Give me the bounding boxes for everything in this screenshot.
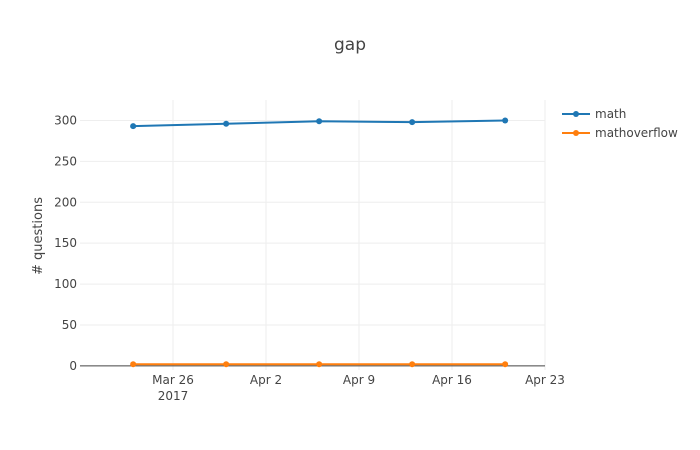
axes: 0 50 100 150 200 250 300 Mar 26 2017 Apr 2 Apr 9 Ap… — [54, 113, 565, 403]
chart-title: gap — [334, 35, 366, 55]
y-tick-label: 250 — [54, 154, 77, 168]
data-point-math[interactable] — [502, 117, 509, 124]
legend-swatch-marker — [573, 111, 579, 117]
series-area — [130, 117, 509, 368]
y-tick-label: 300 — [54, 113, 77, 127]
legend-item-mathoverflow[interactable]: mathoverflow — [562, 126, 678, 140]
legend-label: mathoverflow — [595, 126, 678, 140]
legend-swatch-marker — [573, 130, 579, 136]
data-point-math[interactable] — [409, 119, 416, 126]
y-tick-label: 200 — [54, 195, 77, 209]
data-point-math[interactable] — [223, 120, 230, 127]
y-tick-label: 100 — [54, 277, 77, 291]
x-tick-sublabel: 2017 — [158, 389, 189, 403]
data-point-mathoverflow[interactable] — [316, 361, 323, 368]
x-tick-label: Apr 9 — [343, 373, 375, 387]
data-point-math[interactable] — [316, 118, 323, 125]
legend-item-math[interactable]: math — [562, 107, 626, 121]
y-tick-label: 150 — [54, 236, 77, 250]
data-point-mathoverflow[interactable] — [223, 361, 230, 368]
y-tick-label: 50 — [62, 318, 77, 332]
x-tick-label: Mar 26 — [152, 373, 194, 387]
data-point-mathoverflow[interactable] — [130, 361, 137, 368]
x-tick-label: Apr 16 — [432, 373, 472, 387]
legend[interactable]: math mathoverflow — [562, 107, 678, 140]
data-point-math[interactable] — [130, 123, 137, 130]
grid — [80, 100, 546, 370]
x-tick-label: Apr 23 — [525, 373, 565, 387]
x-tick-label: Apr 2 — [250, 373, 282, 387]
y-axis-title: # questions — [31, 197, 46, 275]
data-point-mathoverflow[interactable] — [409, 361, 416, 368]
y-tick-label: 0 — [69, 359, 77, 373]
data-point-mathoverflow[interactable] — [502, 361, 509, 368]
legend-label: math — [595, 107, 626, 121]
